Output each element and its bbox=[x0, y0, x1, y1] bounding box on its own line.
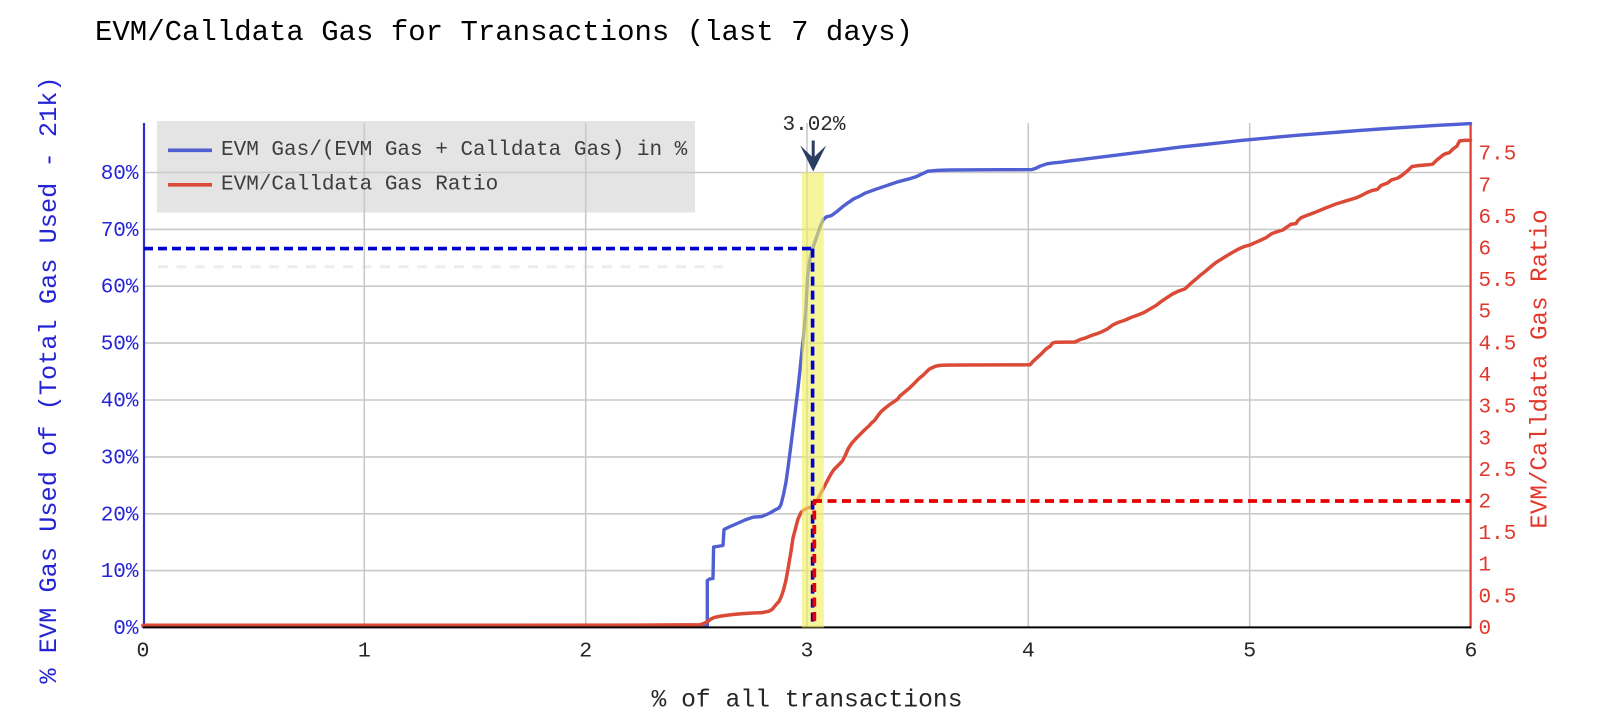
svg-text:1.5: 1.5 bbox=[1479, 523, 1517, 546]
svg-text:EVM/Calldata Gas Ratio: EVM/Calldata Gas Ratio bbox=[221, 173, 498, 196]
svg-text:6: 6 bbox=[1465, 640, 1478, 664]
svg-text:3.02%: 3.02% bbox=[782, 114, 845, 137]
svg-text:7: 7 bbox=[1479, 175, 1492, 198]
svg-text:1: 1 bbox=[358, 640, 371, 664]
svg-text:4.5: 4.5 bbox=[1479, 333, 1517, 356]
svg-text:7.5: 7.5 bbox=[1479, 144, 1517, 167]
svg-text:3: 3 bbox=[1479, 428, 1492, 451]
svg-text:5.5: 5.5 bbox=[1479, 270, 1517, 293]
svg-text:2.5: 2.5 bbox=[1479, 460, 1517, 483]
svg-text:3: 3 bbox=[801, 640, 814, 664]
svg-text:70%: 70% bbox=[101, 220, 139, 243]
svg-text:60%: 60% bbox=[101, 277, 139, 300]
svg-text:% EVM Gas Used of (Total Gas U: % EVM Gas Used of (Total Gas Used - 21k) bbox=[35, 76, 64, 683]
svg-text:40%: 40% bbox=[101, 391, 139, 414]
svg-text:5: 5 bbox=[1243, 640, 1256, 664]
svg-text:3.5: 3.5 bbox=[1479, 397, 1517, 420]
svg-text:1: 1 bbox=[1479, 555, 1492, 578]
svg-text:10%: 10% bbox=[101, 561, 139, 584]
svg-text:EVM Gas/(EVM Gas + Calldata Ga: EVM Gas/(EVM Gas + Calldata Gas) in % bbox=[221, 139, 688, 162]
svg-text:4: 4 bbox=[1022, 640, 1035, 664]
svg-text:4: 4 bbox=[1479, 365, 1492, 388]
svg-text:2: 2 bbox=[579, 640, 592, 664]
svg-text:EVM/Calldata Gas for Transacti: EVM/Calldata Gas for Transactions (last … bbox=[95, 16, 913, 49]
svg-text:6.5: 6.5 bbox=[1479, 207, 1517, 230]
svg-text:80%: 80% bbox=[101, 163, 139, 186]
svg-text:30%: 30% bbox=[101, 447, 139, 470]
svg-text:2: 2 bbox=[1479, 492, 1492, 515]
svg-text:0: 0 bbox=[1479, 618, 1492, 641]
svg-text:0: 0 bbox=[137, 640, 150, 664]
svg-text:20%: 20% bbox=[101, 504, 139, 527]
svg-text:0.5: 0.5 bbox=[1479, 586, 1517, 609]
svg-text:50%: 50% bbox=[101, 334, 139, 357]
svg-text:6: 6 bbox=[1479, 239, 1492, 262]
svg-text:EVM/Calldata Gas Ratio: EVM/Calldata Gas Ratio bbox=[1528, 209, 1555, 528]
svg-text:0%: 0% bbox=[113, 618, 139, 641]
svg-text:% of all transactions: % of all transactions bbox=[651, 687, 962, 715]
svg-text:5: 5 bbox=[1479, 302, 1492, 325]
